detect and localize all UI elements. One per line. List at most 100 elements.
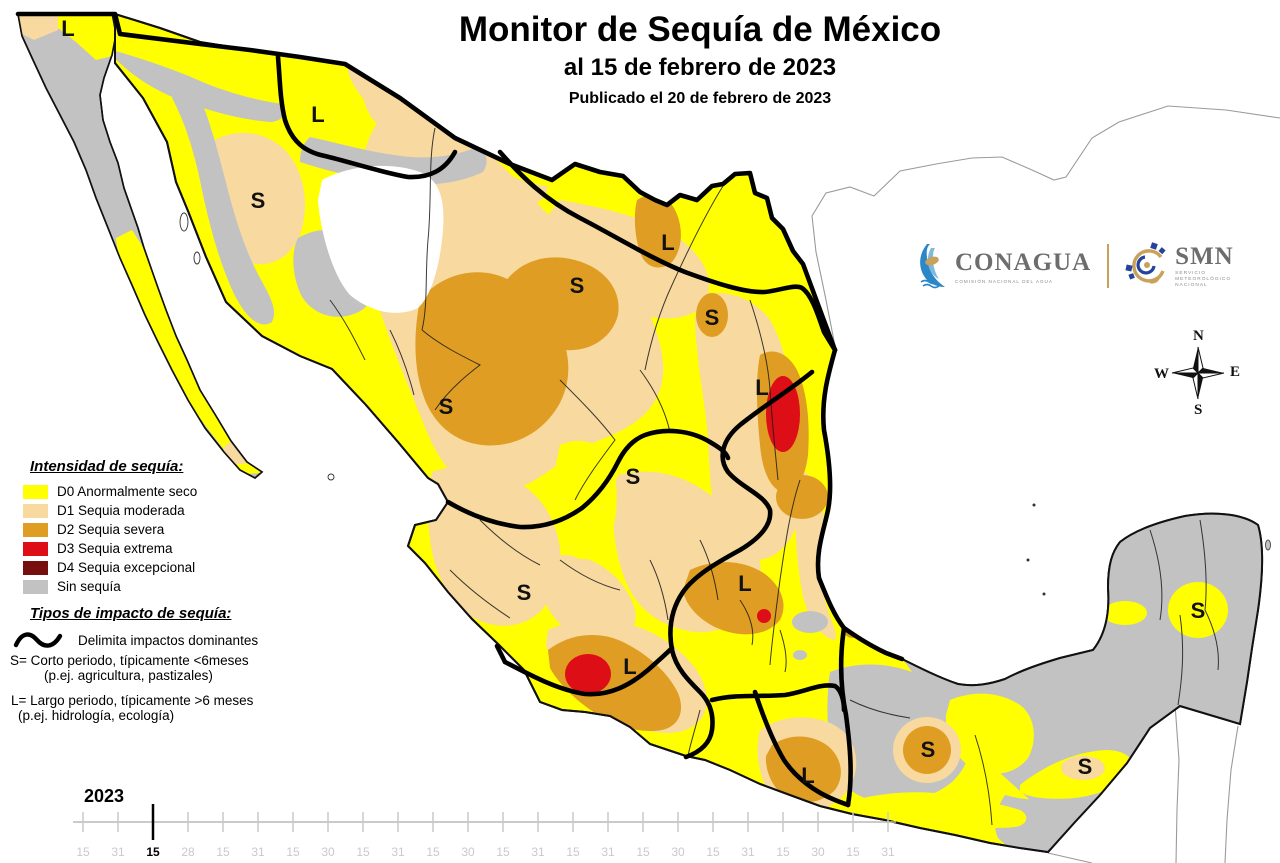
smn-swirl-icon xyxy=(1125,242,1166,284)
smn-tagline-line: METEOROLÓGICO xyxy=(1175,277,1232,282)
timeline-tick-label: 15 xyxy=(846,845,860,859)
no-data-area xyxy=(318,165,444,313)
timeline-tick-label: 31 xyxy=(111,845,125,859)
impact-marker: L xyxy=(61,16,74,41)
conagua-name: CONAGUA xyxy=(955,248,1092,276)
impact-marker: L xyxy=(738,571,751,596)
impact-marker: L xyxy=(623,654,636,679)
impact-delimiter-lines xyxy=(15,11,905,808)
d4-color-swatch xyxy=(23,560,48,575)
legend-row-label: D4 Sequia excepcional xyxy=(57,560,196,575)
compass-north-label: N xyxy=(1193,328,1204,344)
legend-row-label: D2 Sequia severa xyxy=(57,522,165,537)
smn-tagline: SERVICIO METEOROLÓGICO NACIONAL xyxy=(1175,271,1234,289)
impact-marker: L xyxy=(755,375,768,400)
legend-impact-title: Tipos de impacto de sequía: xyxy=(30,605,232,622)
conagua-water-icon xyxy=(920,244,945,289)
timeline-tick-label: 15 xyxy=(496,845,510,859)
compass-east-label: E xyxy=(1230,364,1241,380)
impact-marker: S xyxy=(570,273,585,298)
islands xyxy=(179,212,1271,596)
d0-accent-areas xyxy=(552,440,1228,828)
timeline-tick-label: 15 xyxy=(426,845,440,859)
d3-color-swatch xyxy=(23,541,48,556)
timeline-axis: 15 31 15 28 15 31 15 30 15 31 15 30 15 31 15 31 15 30 15 31… xyxy=(73,804,896,859)
impact-delimiter-label: Delimita impactos dominantes xyxy=(78,632,259,648)
legend-row-label: D1 Sequia moderada xyxy=(57,503,185,518)
page-subtitle: al 15 de febrero de 2023 xyxy=(563,54,837,81)
timeline-tick-label: 28 xyxy=(181,845,195,859)
impact-markers: L L S L S S S L S S L L L S S S xyxy=(61,16,1205,788)
timeline-tick-label: 31 xyxy=(391,845,405,859)
impact-marker: L xyxy=(801,763,814,788)
timeline-tick-label: 30 xyxy=(461,845,475,859)
date-timeline: 2023 15 31 15 28 15 31 15 30 15 31 15 30 15 31 15 31 15 3… xyxy=(0,784,960,863)
timeline-tick-label: 15 xyxy=(566,845,580,859)
impact-marker: L xyxy=(661,230,674,255)
impact-marker: S xyxy=(251,188,266,213)
conagua-tagline: COMISIÓN NACIONAL DEL AGUA xyxy=(955,278,1053,284)
smn-tagline-line: NACIONAL xyxy=(1175,283,1208,288)
impact-delimiter-row: Delimita impactos dominantes xyxy=(6,628,326,652)
smn-name: SMN xyxy=(1175,243,1234,270)
impact-long-term-label: L= Largo periodo, típicamente >6 meses xyxy=(11,693,254,708)
impact-marker: S xyxy=(439,394,454,419)
timeline-tick-label: 31 xyxy=(251,845,265,859)
timeline-tick-label: 31 xyxy=(601,845,615,859)
legend-row-d3: D3 Sequia extrema xyxy=(6,539,326,558)
legend-row-d0: D0 Anormalmente seco xyxy=(6,482,326,501)
legend-row-d2: D2 Sequia severa xyxy=(6,520,326,539)
squiggle-line-icon xyxy=(13,632,63,648)
timeline-tick-label: 15 xyxy=(216,845,230,859)
timeline-tick-label: 15 xyxy=(76,845,90,859)
impact-marker: L xyxy=(311,102,324,127)
timeline-tick-label: 15 xyxy=(146,845,160,859)
legend-row-no-drought: Sin sequía xyxy=(6,577,326,596)
conagua-logo: CONAGUA COMISIÓN NACIONAL DEL AGUA xyxy=(915,242,1091,290)
state-boundaries xyxy=(329,127,1219,826)
timeline-tick-label: 31 xyxy=(531,845,545,859)
d3-extreme-areas xyxy=(565,376,800,694)
timeline-tick-label: 30 xyxy=(321,845,335,859)
timeline-tick-label: 30 xyxy=(671,845,685,859)
impact-short-term-example: (p.ej. agricultura, pastizales) xyxy=(44,668,213,683)
legend-intensity-title: Intensidad de sequía: xyxy=(30,458,184,475)
no-drought-color-swatch xyxy=(23,579,48,594)
title-block: Monitor de Sequía de México al 15 de feb… xyxy=(330,10,1070,108)
timeline-tick-label: 15 xyxy=(706,845,720,859)
timeline-tick-label: 15 xyxy=(286,845,300,859)
smn-logo: SMN SERVICIO METEOROLÓGICO NACIONAL xyxy=(1123,241,1234,291)
d0-color-swatch xyxy=(23,484,48,499)
mainland-region xyxy=(114,13,1271,853)
compass-star-icon xyxy=(1171,346,1225,400)
d1-color-swatch xyxy=(23,503,48,518)
agency-logos: CONAGUA COMISIÓN NACIONAL DEL AGUA SMN S… xyxy=(915,235,1280,297)
impact-marker: S xyxy=(517,580,532,605)
foreign-coastlines xyxy=(811,105,1280,863)
impact-marker: S xyxy=(1078,754,1093,779)
impact-short-term-label: S= Corto periodo, típicamente <6meses xyxy=(10,653,249,668)
smn-tagline-line: SERVICIO xyxy=(1175,271,1207,276)
impact-marker: S xyxy=(1191,598,1206,623)
legend-row-label: Sin sequía xyxy=(57,579,121,594)
published-date: Publicado el 20 de febrero de 2023 xyxy=(568,90,832,107)
timeline-tick-label: 30 xyxy=(811,845,825,859)
impact-marker: S xyxy=(921,737,936,762)
timeline-tick-label: 15 xyxy=(776,845,790,859)
legend-row-label: D0 Anormalmente seco xyxy=(57,484,198,499)
timeline-tick-label: 15 xyxy=(356,845,370,859)
legend-row-d4: D4 Sequia excepcional xyxy=(6,558,326,577)
impact-marker: S xyxy=(705,305,720,330)
page-title: Monitor de Sequía de México xyxy=(458,10,942,49)
timeline-tick-label: 15 xyxy=(636,845,650,859)
compass-west-label: W xyxy=(1154,366,1169,382)
impact-marker: S xyxy=(626,464,641,489)
legend: Intensidad de sequía: D0 Anormalmente se… xyxy=(6,458,326,723)
d2-color-swatch xyxy=(23,522,48,537)
timeline-tick-label: 31 xyxy=(881,845,895,859)
legend-row-d1: D1 Sequia moderada xyxy=(6,501,326,520)
compass-south-label: S xyxy=(1194,402,1203,418)
legend-row-label: D3 Sequia extrema xyxy=(57,541,173,556)
